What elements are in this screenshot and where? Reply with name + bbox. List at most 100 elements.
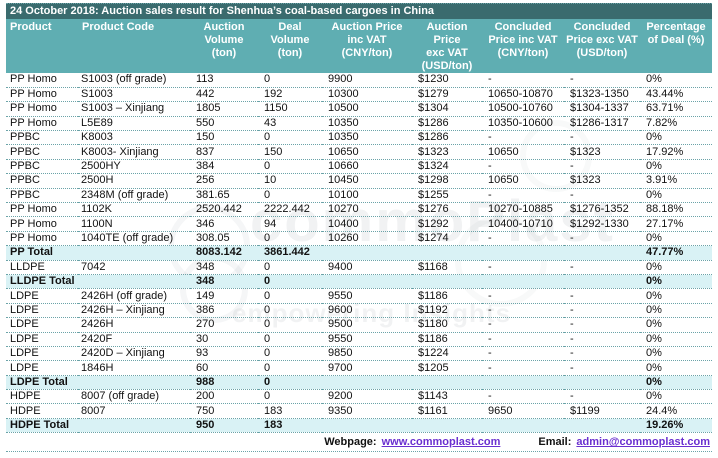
cell-auction-price-exc-vat (412, 245, 482, 261)
cell-concluded-price-exc-vat: - (564, 317, 640, 333)
table-row: LDPE 2426H (off grade) 149 0 9550 $1186 … (6, 288, 712, 304)
email-link[interactable]: admin@commoplast.com (576, 436, 710, 449)
cell-auction-price-inc-vat (322, 245, 412, 261)
webpage-label: Webpage: (324, 436, 377, 449)
table-row: LDPE 1846H 60 0 9700 $1205 - - 0% (6, 360, 712, 376)
cell-concluded-price-exc-vat: - (564, 332, 640, 347)
cell-product: PPBC (6, 144, 78, 160)
cell-concluded-price-exc-vat: - (564, 288, 640, 304)
cell-concluded-price-exc-vat: - (564, 231, 640, 247)
cell-product-code: S1003 (off grade) (78, 73, 190, 88)
cell-deal-volume: 94 (258, 216, 322, 232)
cell-product: PPBC (6, 130, 78, 146)
cell-deal-volume: 0 (258, 317, 322, 333)
table-row: HDPE 8007 (off grade) 200 0 9200 $1143 -… (6, 389, 712, 405)
cell-product-code: L5E89 (78, 116, 190, 132)
cell-product-code (78, 375, 190, 391)
cell-deal-volume: 0 (258, 73, 322, 88)
cell-concluded-price-inc-vat: - (482, 188, 564, 204)
cell-concluded-price-inc-vat: - (482, 389, 564, 405)
cell-deal-volume: 3861.442 (258, 245, 322, 261)
cell-concluded-price-exc-vat (564, 418, 640, 434)
col-header-percentage-of-deal: Percentage of Deal (%) (640, 19, 712, 73)
cell-percentage-of-deal: 88.18% (640, 202, 712, 218)
cell-product-code (78, 274, 190, 290)
cell-percentage-of-deal: 0% (640, 389, 712, 405)
cell-concluded-price-exc-vat: - (564, 389, 640, 405)
col-header-concluded-price-exc-vat: Concluded Price exc VAT (USD/ton) (564, 19, 640, 73)
cell-deal-volume: 192 (258, 87, 322, 103)
cell-product: LLDPE (6, 260, 78, 275)
cell-auction-volume: 60 (190, 360, 258, 376)
cell-product-code: 2500HY (78, 159, 190, 175)
cell-deal-volume: 0 (258, 332, 322, 347)
cell-percentage-of-deal: 24.4% (640, 403, 712, 419)
cell-auction-volume: 149 (190, 288, 258, 304)
cell-product: PP Homo (6, 202, 78, 218)
cell-concluded-price-exc-vat (564, 274, 640, 290)
table-row: LDPE 2426H 270 0 9500 $1180 - - 0% (6, 317, 712, 333)
cell-auction-price-inc-vat (322, 418, 412, 434)
cell-product: HDPE Total (6, 418, 78, 434)
col-header-auction-volume: Auction Volume (ton) (190, 19, 258, 73)
cell-product: LDPE Total (6, 375, 78, 391)
cell-concluded-price-inc-vat: 10650 (482, 173, 564, 189)
table-row: PP Homo L5E89 550 43 10350 $1286 10350-1… (6, 116, 712, 132)
cell-product-code: K8003- Xinjiang (78, 144, 190, 160)
cell-concluded-price-exc-vat: $1323 (564, 144, 640, 160)
cell-product-code: 2500H (78, 173, 190, 189)
cell-auction-price-exc-vat: $1186 (412, 332, 482, 347)
cell-concluded-price-exc-vat: $1323 (564, 173, 640, 189)
table-row: PP Homo 1102K 2520.442 2222.442 10270 $1… (6, 202, 712, 218)
cell-concluded-price-inc-vat: 9650 (482, 403, 564, 419)
cell-product-code: 2420D – Xinjiang (78, 346, 190, 362)
cell-concluded-price-exc-vat: $1292-1330 (564, 216, 640, 232)
cell-product: LDPE (6, 346, 78, 362)
cell-deal-volume: 0 (258, 288, 322, 304)
cell-product-code: S1003 (78, 87, 190, 103)
cell-percentage-of-deal: 0% (640, 188, 712, 204)
cell-auction-volume: 950 (190, 418, 258, 434)
cell-percentage-of-deal: 0% (640, 73, 712, 88)
cell-auction-price-inc-vat: 9600 (322, 303, 412, 319)
cell-deal-volume: 1150 (258, 101, 322, 117)
cell-concluded-price-inc-vat (482, 245, 564, 261)
cell-auction-price-exc-vat: $1279 (412, 87, 482, 103)
cell-concluded-price-exc-vat: - (564, 73, 640, 88)
cell-auction-price-inc-vat: 10100 (322, 188, 412, 204)
table-row: PPBC 2500HY 384 0 10660 $1324 - - 0% (6, 159, 712, 175)
cell-deal-volume: 183 (258, 403, 322, 419)
cell-product: HDPE (6, 389, 78, 405)
cell-product-code: 1040TE (off grade) (78, 231, 190, 247)
cell-product: PP Homo (6, 231, 78, 247)
cell-auction-price-exc-vat: $1161 (412, 403, 482, 419)
cell-auction-price-inc-vat: 9500 (322, 317, 412, 333)
cell-concluded-price-exc-vat: - (564, 130, 640, 146)
cell-auction-volume: 93 (190, 346, 258, 362)
cell-auction-price-exc-vat: $1255 (412, 188, 482, 204)
cell-auction-price-inc-vat: 9200 (322, 389, 412, 405)
cell-deal-volume: 10 (258, 173, 322, 189)
webpage-link[interactable]: www.commoplast.com (381, 436, 501, 449)
col-header-auction-price-inc-vat: Auction Price inc VAT (CNY/ton) (322, 19, 412, 73)
cell-concluded-price-exc-vat: $1276-1352 (564, 202, 640, 218)
cell-product: PPBC (6, 159, 78, 175)
cell-auction-price-inc-vat: 9550 (322, 288, 412, 304)
cell-auction-price-exc-vat (412, 375, 482, 391)
cell-auction-volume: 1805 (190, 101, 258, 117)
cell-percentage-of-deal: 0% (640, 274, 712, 290)
cell-product-code: 8007 (78, 403, 190, 419)
table-row: PP Total 8083.142 3861.442 47.77% (6, 245, 712, 261)
cell-concluded-price-inc-vat: - (482, 159, 564, 175)
cell-auction-price-exc-vat: $1286 (412, 130, 482, 146)
cell-product: LDPE (6, 288, 78, 304)
cell-product-code: 2426H – Xinjiang (78, 303, 190, 319)
cell-product: LDPE (6, 360, 78, 376)
table-row: LDPE 2420D – Xinjiang 93 0 9850 $1224 - … (6, 346, 712, 362)
cell-auction-price-inc-vat: 10270 (322, 202, 412, 218)
cell-auction-price-inc-vat (322, 375, 412, 391)
table-row: PPBC K8003- Xinjiang 837 150 10650 $1323… (6, 144, 712, 160)
cell-auction-price-exc-vat (412, 274, 482, 290)
cell-auction-price-exc-vat: $1143 (412, 389, 482, 405)
cell-product: PP Homo (6, 101, 78, 117)
